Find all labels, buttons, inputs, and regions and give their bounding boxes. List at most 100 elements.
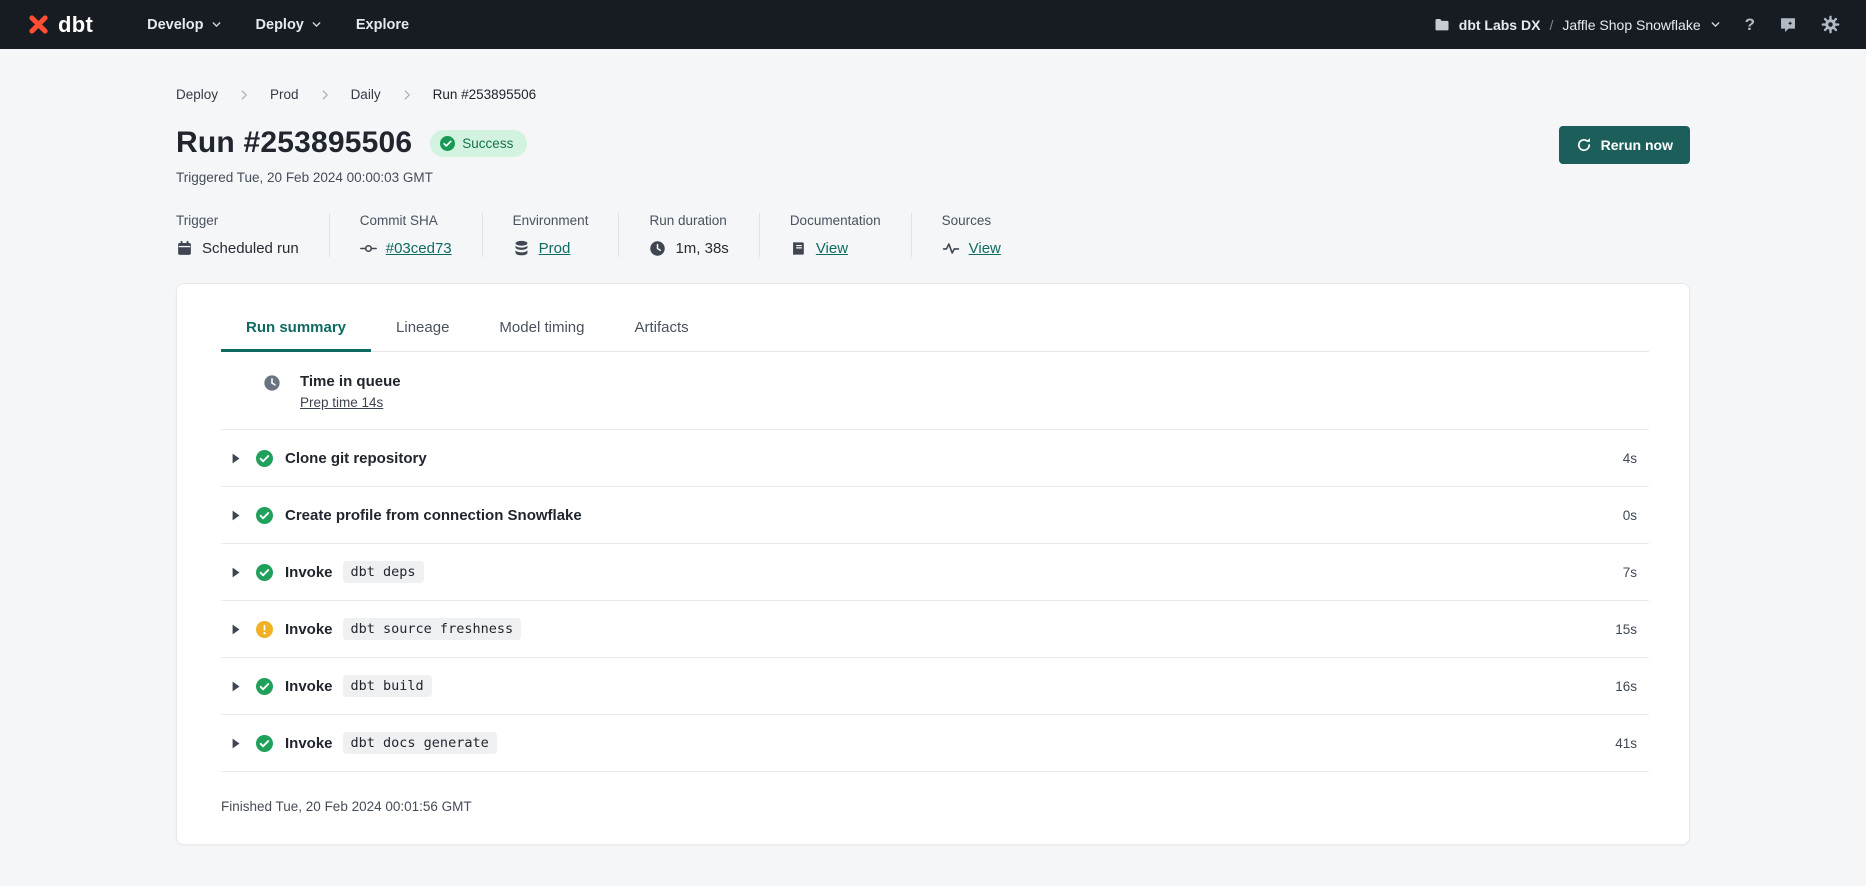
queue-clock-icon (264, 375, 280, 391)
nav-menu-explore[interactable]: Explore (356, 17, 409, 33)
check-circle-icon (256, 506, 273, 524)
run-step-row[interactable]: Invoke dbt deps 7s (221, 544, 1649, 601)
nav-menu-develop[interactable]: Develop (147, 17, 221, 33)
book-icon (793, 242, 804, 255)
queue-title: Time in queue (300, 373, 401, 390)
breadcrumb-item[interactable]: Deploy (176, 87, 219, 102)
caret-right-icon[interactable] (231, 509, 241, 522)
triggered-timestamp: Triggered Tue, 20 Feb 2024 00:00:03 GMT (176, 170, 433, 185)
tab-label: Model timing (499, 319, 585, 336)
meta-label: Documentation (789, 213, 881, 228)
meta-value-row: #03ced73 (359, 240, 452, 257)
meta-link[interactable]: #03ced73 (385, 240, 452, 257)
meta-link[interactable]: View (968, 240, 1001, 257)
tab-artifacts[interactable]: Artifacts (609, 306, 713, 352)
rerun-icon (1577, 138, 1590, 152)
step-status-slot (256, 563, 273, 581)
feedback-icon[interactable] (1779, 16, 1797, 34)
breadcrumb-segment: Prod (270, 87, 351, 102)
step-duration: 15s (1615, 621, 1637, 637)
caret-right-icon[interactable] (231, 623, 241, 636)
run-step-row[interactable]: Invoke dbt build 16s (221, 658, 1649, 715)
meta-label: Run duration (649, 213, 727, 228)
dbt-logo[interactable]: dbt (26, 12, 93, 38)
step-status-slot (256, 734, 273, 752)
run-step-row[interactable]: Invoke dbt docs generate 41s (221, 715, 1649, 772)
tab-label: Lineage (396, 319, 450, 336)
status-badge-label: Success (462, 135, 514, 151)
check-circle-icon (256, 563, 273, 581)
caret-right-icon[interactable] (231, 452, 241, 465)
dbt-logo-text: dbt (58, 11, 94, 37)
meta-icon-slot (942, 240, 960, 257)
meta-link[interactable]: View (815, 240, 849, 257)
breadcrumb-item[interactable]: Daily (350, 87, 381, 102)
nav-right: dbt Labs DX / Jaffle Shop Snowflake ? (1434, 15, 1840, 35)
step-title: Invoke (285, 563, 333, 581)
account-name: dbt Labs DX (1458, 16, 1541, 33)
step-duration: 4s (1622, 450, 1637, 466)
settings-gear-icon[interactable] (1821, 15, 1840, 34)
commit-icon (359, 244, 377, 253)
run-detail-card: Run summary Lineage Model timing Artifac… (176, 283, 1690, 845)
breadcrumb-item[interactable]: Prod (270, 87, 299, 102)
meta-column: Sources View (910, 213, 1031, 257)
chevron-down-icon (1711, 22, 1720, 27)
tab-run-summary[interactable]: Run summary (221, 306, 372, 352)
step-duration: 7s (1622, 564, 1637, 580)
help-icon[interactable]: ? (1744, 14, 1755, 34)
step-duration: 41s (1615, 735, 1637, 751)
breadcrumb-segment: Daily (351, 87, 433, 102)
warning-circle-icon (256, 620, 273, 638)
chevron-right-icon (318, 88, 332, 102)
breadcrumb-segment: Run #253895506 (433, 87, 537, 102)
meta-value: 1m, 38s (675, 240, 729, 257)
chevron-right-icon (237, 88, 251, 102)
meta-value-row: Prod (513, 240, 589, 257)
meta-link[interactable]: Prod (538, 240, 571, 257)
meta-value-row: View (942, 240, 1001, 257)
step-duration: 16s (1615, 678, 1637, 694)
folder-icon (1435, 18, 1449, 30)
meta-label: Commit SHA (359, 213, 438, 228)
chevron-down-icon (212, 22, 220, 27)
caret-right-icon[interactable] (231, 680, 241, 693)
step-title: Create profile from connection Snowflake (285, 506, 582, 524)
run-step-row[interactable]: Invoke dbt source freshness 15s (221, 601, 1649, 658)
meta-value: Scheduled run (202, 240, 299, 257)
rerun-now-button[interactable]: Rerun now (1558, 126, 1690, 164)
tab-model-timing[interactable]: Model timing (474, 306, 609, 352)
project-name: Jaffle Shop Snowflake (1562, 16, 1701, 33)
meta-icon-slot (649, 240, 666, 257)
step-status-slot (256, 677, 273, 695)
check-circle-icon (256, 677, 273, 695)
success-check-icon (440, 135, 456, 151)
step-title: Invoke (285, 677, 333, 695)
status-badge: Success (430, 129, 528, 157)
clock-icon (650, 241, 666, 256)
pulse-icon (942, 243, 959, 254)
step-command: dbt docs generate (342, 732, 497, 754)
meta-icon-slot (359, 240, 377, 257)
top-navbar: dbt Develop Deploy Explore dbt Labs DX /… (0, 0, 1866, 49)
tab-label: Artifacts (634, 319, 689, 336)
rerun-now-label: Rerun now (1600, 137, 1673, 153)
meta-value-row: View (790, 240, 881, 257)
check-circle-icon (256, 734, 273, 752)
step-status-slot (256, 620, 273, 638)
meta-label: Trigger (176, 213, 219, 228)
tab-lineage[interactable]: Lineage (371, 306, 474, 352)
step-command: dbt deps (342, 561, 424, 583)
account-project-switcher[interactable]: dbt Labs DX / Jaffle Shop Snowflake (1434, 17, 1721, 33)
breadcrumb: Deploy Prod Daily Run #253895506 (176, 87, 1690, 102)
caret-right-icon[interactable] (231, 737, 241, 750)
prep-time-link[interactable]: Prep time 14s (300, 395, 384, 410)
run-step-row[interactable]: Create profile from connection Snowflake… (221, 487, 1649, 544)
chevron-down-icon (312, 22, 321, 27)
caret-right-icon[interactable] (231, 566, 241, 579)
database-icon (515, 240, 528, 256)
nav-menu-deploy[interactable]: Deploy (256, 17, 322, 33)
steps-list: Clone git repository 4s Create profile f… (221, 430, 1649, 772)
calendar-icon (178, 240, 191, 255)
run-step-row[interactable]: Clone git repository 4s (221, 430, 1649, 487)
